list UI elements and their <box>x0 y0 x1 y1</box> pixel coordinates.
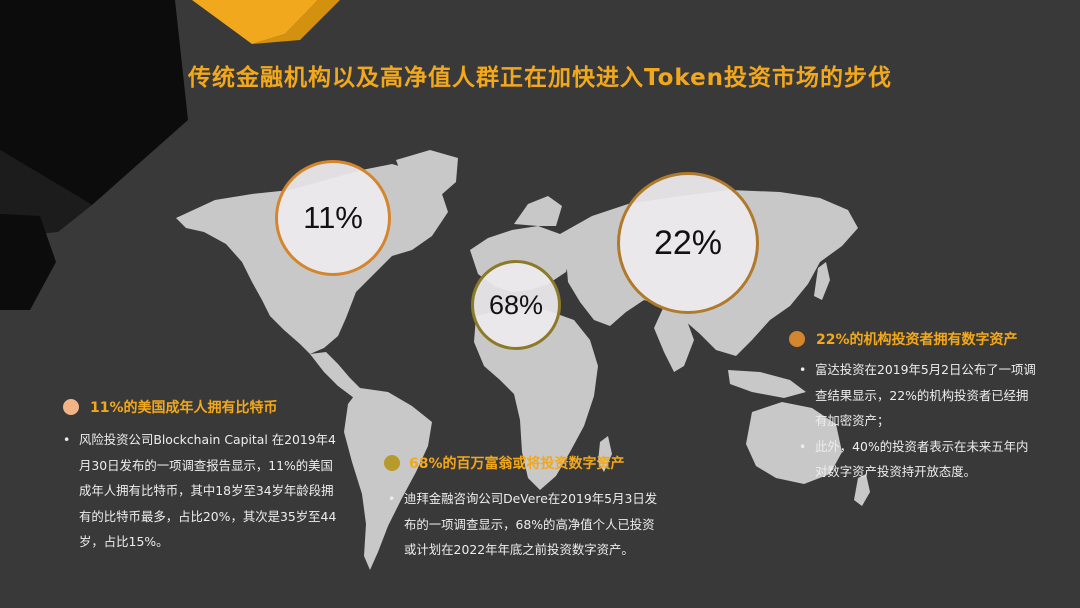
bullet-usa <box>63 399 79 415</box>
list-item: 此外，40%的投资者表示在未来五年内对数字资产投资持开放态度。 <box>799 434 1039 485</box>
heading-usa: 11%的美国成年人拥有比特币 <box>90 400 278 416</box>
heading-institutions: 22%的机构投资者拥有数字资产 <box>816 332 1018 348</box>
bullet-millionaires <box>384 455 400 471</box>
heading-millionaires: 68%的百万富翁或将投资数字资产 <box>409 456 625 472</box>
page-title: 传统金融机构以及高净值人群正在加快进入Token投资市场的步伐 <box>187 65 893 91</box>
list-item: 富达投资在2019年5月2日公布了一项调查结果显示，22%的机构投资者已经拥有加… <box>799 357 1039 434</box>
bubble-millionaires: 68% <box>471 260 561 350</box>
text-millionaires: 迪拜金融咨询公司DeVere在2019年5月3日发布的一项调查显示，68%的高净… <box>388 486 660 563</box>
list-item: 风险投资公司Blockchain Capital 在2019年4月30日发布的一… <box>63 427 345 555</box>
list-item: 迪拜金融咨询公司DeVere在2019年5月3日发布的一项调查显示，68%的高净… <box>388 486 660 563</box>
bubble-institutions: 22% <box>617 172 759 314</box>
bubble-usa: 11% <box>275 160 391 276</box>
text-institutions: 富达投资在2019年5月2日公布了一项调查结果显示，22%的机构投资者已经拥有加… <box>799 357 1039 485</box>
bullet-institutions <box>789 331 805 347</box>
text-usa: 风险投资公司Blockchain Capital 在2019年4月30日发布的一… <box>63 427 345 555</box>
